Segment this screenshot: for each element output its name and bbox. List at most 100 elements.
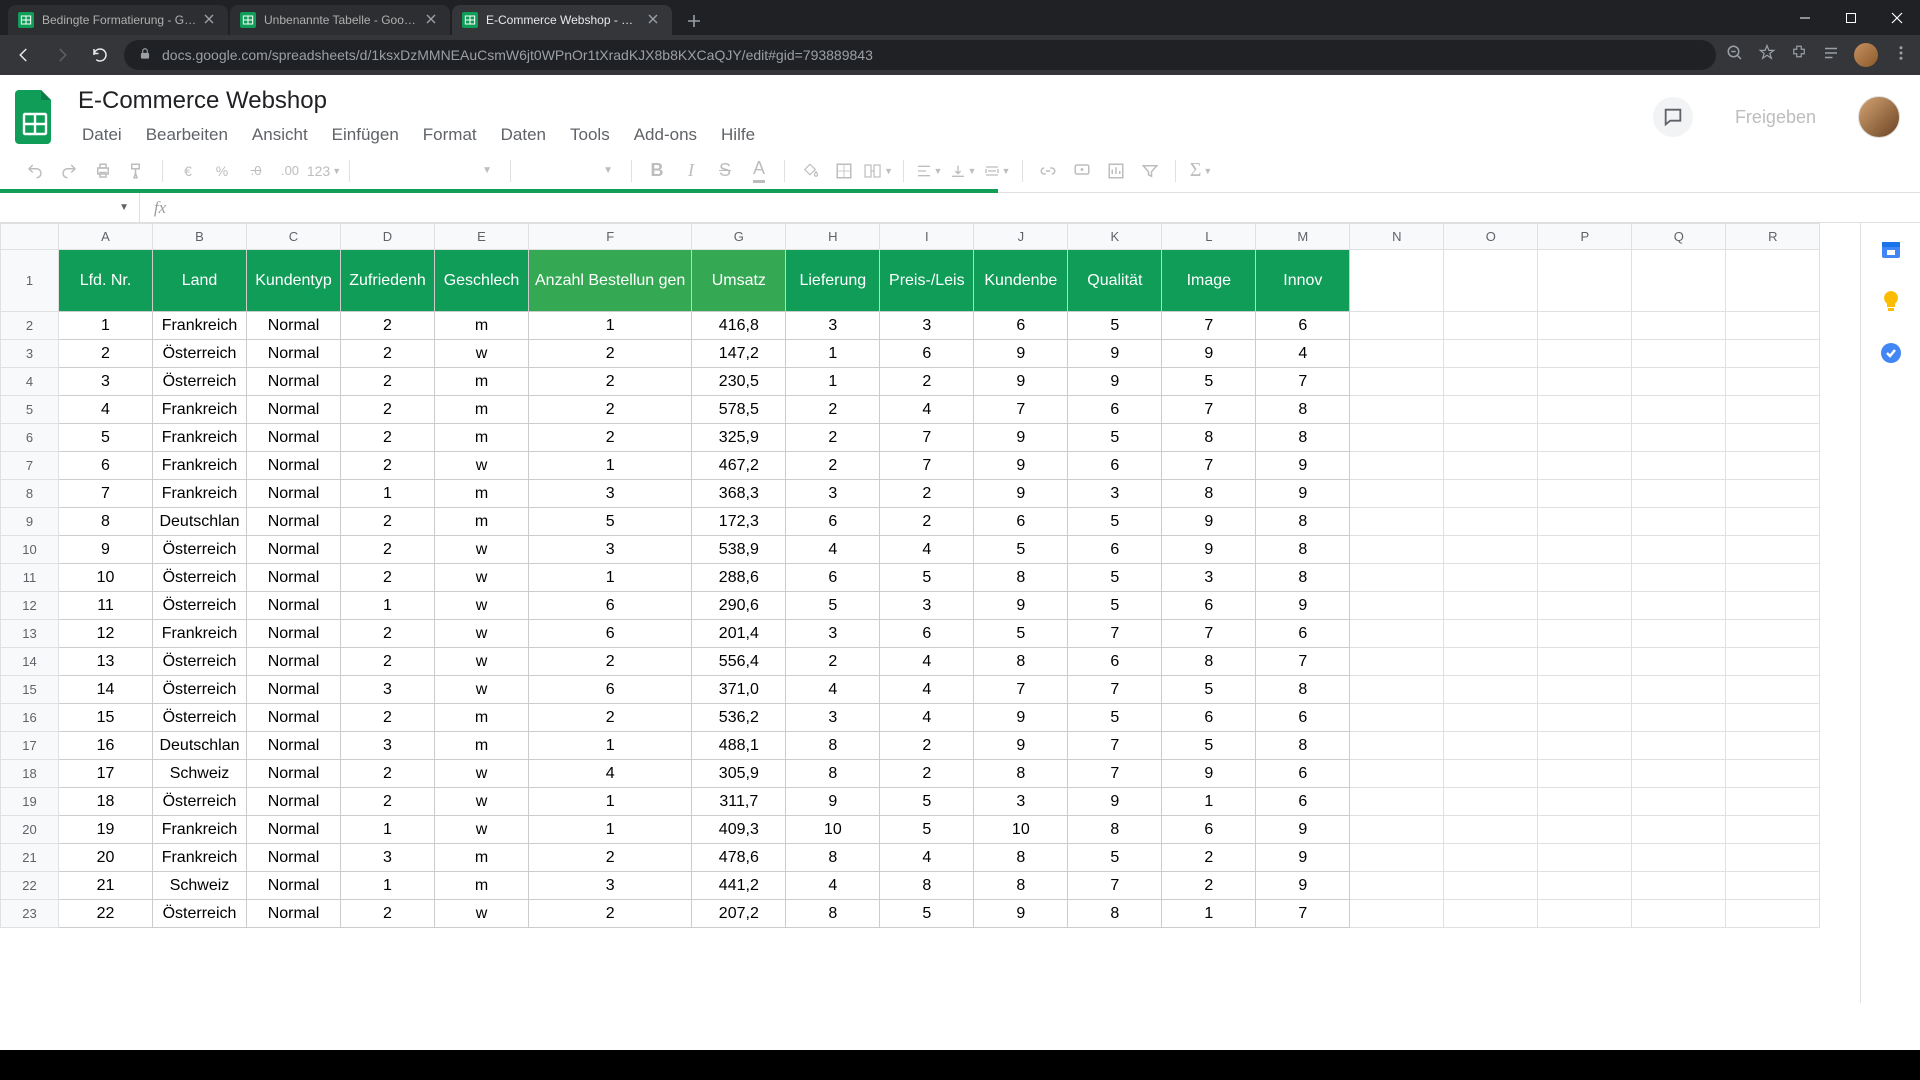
sheets-logo[interactable] xyxy=(10,87,60,147)
cell[interactable] xyxy=(1538,788,1632,816)
col-header[interactable]: R xyxy=(1726,224,1820,250)
header-cell[interactable]: Lieferung xyxy=(786,250,880,312)
cell[interactable]: 8 xyxy=(974,648,1068,676)
row-header[interactable]: 12 xyxy=(1,592,59,620)
cell[interactable]: Normal xyxy=(247,872,341,900)
col-header[interactable]: C xyxy=(247,224,341,250)
cell[interactable] xyxy=(1444,536,1538,564)
cell[interactable]: 6 xyxy=(786,564,880,592)
cell[interactable]: 9 xyxy=(974,732,1068,760)
cell[interactable]: 8 xyxy=(1068,900,1162,928)
cell[interactable] xyxy=(1350,452,1444,480)
cell[interactable] xyxy=(1350,564,1444,592)
keep-icon[interactable] xyxy=(1879,289,1903,313)
cell[interactable]: 6 xyxy=(529,592,692,620)
cell[interactable]: 207,2 xyxy=(692,900,786,928)
cell[interactable]: 9 xyxy=(1068,340,1162,368)
cell[interactable]: w xyxy=(435,816,529,844)
cell[interactable]: 8 xyxy=(1256,676,1350,704)
cell[interactable]: 488,1 xyxy=(692,732,786,760)
reload-button[interactable] xyxy=(86,41,114,69)
cell[interactable] xyxy=(1444,340,1538,368)
cell[interactable] xyxy=(1632,250,1726,312)
cell[interactable]: Normal xyxy=(247,900,341,928)
cell[interactable]: 4 xyxy=(786,536,880,564)
cell[interactable]: 9 xyxy=(786,788,880,816)
cell[interactable] xyxy=(1538,424,1632,452)
cell[interactable]: 15 xyxy=(59,704,153,732)
cell[interactable]: 478,6 xyxy=(692,844,786,872)
cell[interactable]: 536,2 xyxy=(692,704,786,732)
cell[interactable]: w xyxy=(435,648,529,676)
cell[interactable] xyxy=(1726,592,1820,620)
row-header[interactable]: 17 xyxy=(1,732,59,760)
row-header[interactable]: 16 xyxy=(1,704,59,732)
cell[interactable]: 5 xyxy=(529,508,692,536)
cell[interactable]: 8 xyxy=(1068,816,1162,844)
cell[interactable] xyxy=(1444,368,1538,396)
cell[interactable]: Deutschlan xyxy=(153,508,247,536)
cell[interactable]: w xyxy=(435,900,529,928)
cell[interactable]: 288,6 xyxy=(692,564,786,592)
row-header[interactable]: 5 xyxy=(1,396,59,424)
cell[interactable] xyxy=(1726,480,1820,508)
cell[interactable]: w xyxy=(435,564,529,592)
cell[interactable]: 9 xyxy=(974,452,1068,480)
cell[interactable] xyxy=(1350,508,1444,536)
cell[interactable]: m xyxy=(435,312,529,340)
cell[interactable]: 2 xyxy=(529,900,692,928)
cell[interactable]: 578,5 xyxy=(692,396,786,424)
cell[interactable]: 7 xyxy=(1162,452,1256,480)
cell[interactable]: 9 xyxy=(1162,340,1256,368)
browser-tab[interactable]: Bedingte Formatierung - Google xyxy=(8,5,228,35)
cell[interactable] xyxy=(1632,620,1726,648)
col-header[interactable]: K xyxy=(1068,224,1162,250)
cell[interactable]: 8 xyxy=(786,732,880,760)
cell[interactable]: 1 xyxy=(59,312,153,340)
cell[interactable]: 1 xyxy=(341,872,435,900)
cell[interactable] xyxy=(1632,396,1726,424)
cell[interactable]: 2 xyxy=(341,424,435,452)
cell[interactable] xyxy=(1350,312,1444,340)
cell[interactable]: 3 xyxy=(341,676,435,704)
cell[interactable]: 2 xyxy=(529,340,692,368)
cell[interactable]: Normal xyxy=(247,732,341,760)
cell[interactable]: 9 xyxy=(1162,508,1256,536)
cell[interactable]: 9 xyxy=(974,424,1068,452)
cell[interactable]: 4 xyxy=(786,676,880,704)
cell[interactable]: 2 xyxy=(341,536,435,564)
cell[interactable]: 6 xyxy=(529,676,692,704)
row-header[interactable]: 6 xyxy=(1,424,59,452)
cell[interactable]: m xyxy=(435,368,529,396)
cell[interactable]: 147,2 xyxy=(692,340,786,368)
cell[interactable] xyxy=(1632,592,1726,620)
cell[interactable] xyxy=(1538,564,1632,592)
cell[interactable]: m xyxy=(435,396,529,424)
cell[interactable] xyxy=(1444,900,1538,928)
cell[interactable] xyxy=(1726,396,1820,424)
cell[interactable]: 6 xyxy=(880,340,974,368)
cell[interactable] xyxy=(1350,620,1444,648)
cell[interactable]: 7 xyxy=(1256,368,1350,396)
cell[interactable]: 6 xyxy=(1256,760,1350,788)
percent-button[interactable]: % xyxy=(207,156,237,186)
cell[interactable]: Frankreich xyxy=(153,424,247,452)
row-header[interactable]: 14 xyxy=(1,648,59,676)
cell[interactable]: w xyxy=(435,760,529,788)
increase-decimal-button[interactable]: .00 xyxy=(275,156,305,186)
cell[interactable]: 201,4 xyxy=(692,620,786,648)
col-header[interactable]: I xyxy=(880,224,974,250)
cell[interactable] xyxy=(1726,508,1820,536)
window-close[interactable] xyxy=(1874,0,1920,35)
cell[interactable]: 9 xyxy=(1162,536,1256,564)
cell[interactable]: 2 xyxy=(786,424,880,452)
cell[interactable]: 8 xyxy=(1256,424,1350,452)
cell[interactable]: 5 xyxy=(880,900,974,928)
cell[interactable] xyxy=(1350,816,1444,844)
cell[interactable]: 467,2 xyxy=(692,452,786,480)
cell[interactable]: 2 xyxy=(341,564,435,592)
row-header[interactable]: 9 xyxy=(1,508,59,536)
header-cell[interactable]: Kundenbe xyxy=(974,250,1068,312)
cell[interactable] xyxy=(1632,340,1726,368)
cell[interactable]: 5 xyxy=(880,816,974,844)
